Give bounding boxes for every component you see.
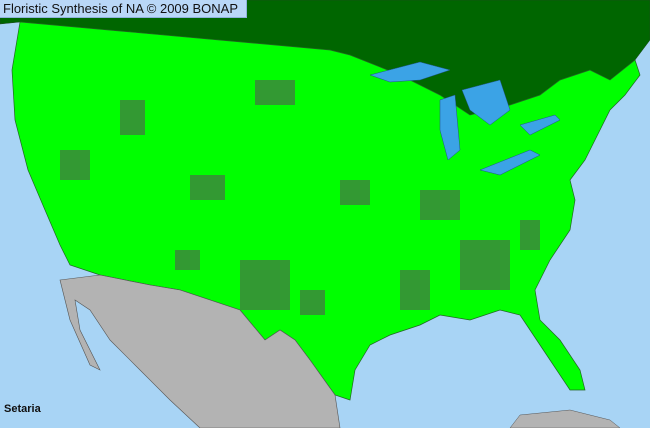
map-title: Floristic Synthesis of NA © 2009 BONAP [0,0,248,18]
taxon-label: Setaria [4,403,41,415]
cuba-region [509,409,621,428]
mexico-region [59,274,341,428]
great-lakes [369,61,561,176]
dense-county-patches [60,80,540,315]
